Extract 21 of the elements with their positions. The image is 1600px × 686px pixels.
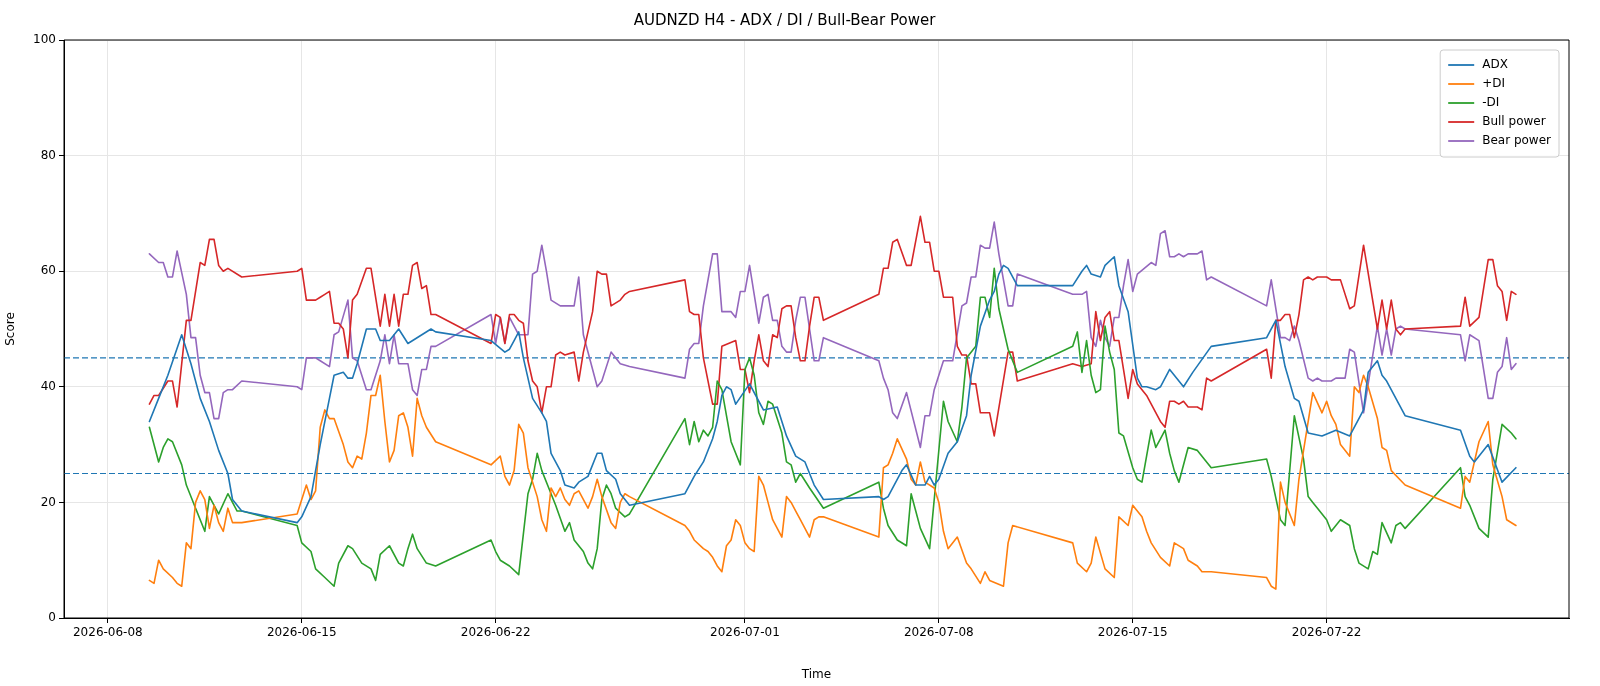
x-tick-label: 2026-07-01 [710, 625, 780, 640]
legend-label: -DI [1482, 95, 1500, 110]
x-tick-label: 2026-06-22 [460, 625, 531, 640]
x-axis-title: Time [800, 666, 832, 681]
y-tick-label: 100 [33, 32, 56, 47]
legend-label: ADX [1482, 57, 1508, 72]
y-tick-label: 60 [40, 263, 56, 278]
x-tick-label: 2026-06-15 [266, 625, 337, 640]
legend-label: +DI [1482, 76, 1506, 91]
x-tick-label: 2026-07-22 [1291, 625, 1362, 640]
x-tick-label: 2026-07-08 [903, 625, 974, 640]
legend-label: Bull power [1482, 114, 1546, 129]
y-tick-label: 80 [40, 147, 56, 162]
y-tick-label: 20 [40, 494, 56, 509]
y-tick-label: 0 [48, 610, 56, 625]
x-tick-label: 2026-06-08 [72, 625, 143, 640]
chart-title: AUDNZD H4 - ADX / DI / Bull-Bear Power [633, 10, 937, 29]
y-axis-title: Score [3, 312, 18, 346]
legend-label: Bear power [1482, 133, 1552, 148]
x-tick-label: 2026-07-15 [1097, 625, 1168, 640]
y-tick-label: 40 [40, 378, 56, 393]
